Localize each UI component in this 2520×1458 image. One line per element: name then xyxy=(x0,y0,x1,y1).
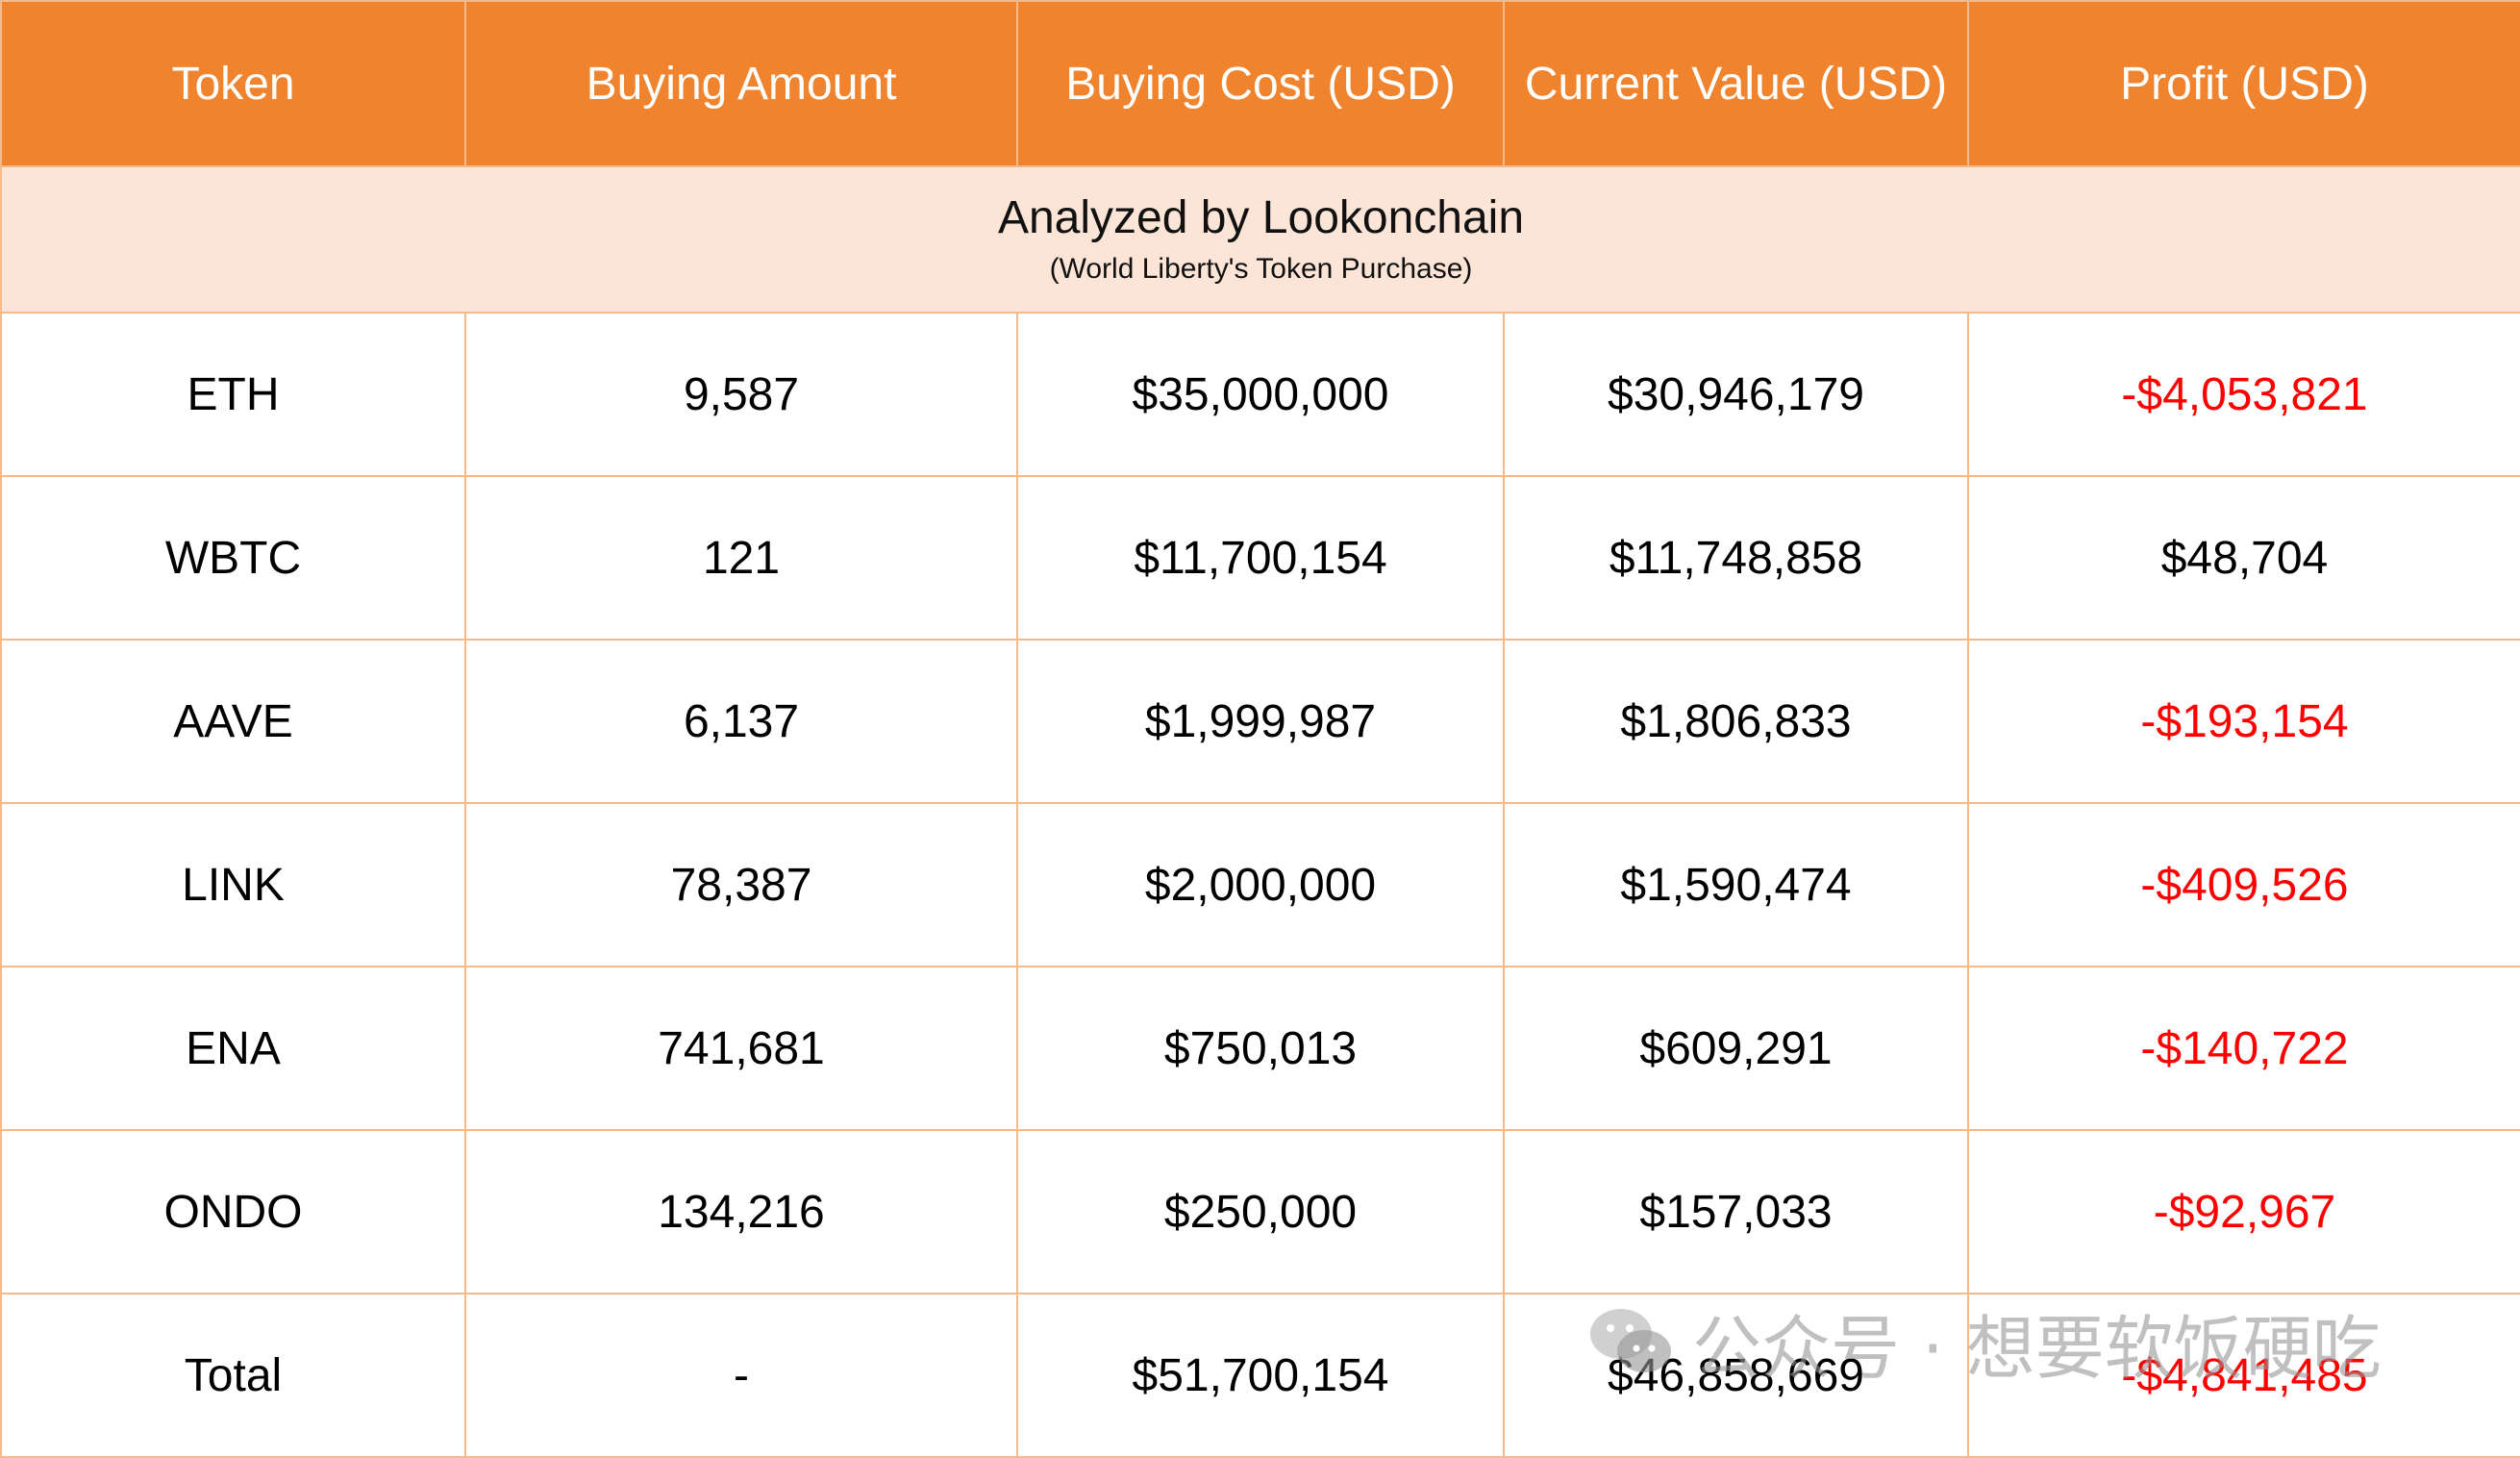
cell-profit: -$4,841,485 xyxy=(1967,1293,2520,1458)
header-buying-amount: Buying Amount xyxy=(464,0,1018,167)
header-token: Token xyxy=(0,0,466,167)
cell-buying-cost: $250,000 xyxy=(1016,1129,1505,1295)
cell-token: AAVE xyxy=(0,639,466,804)
table-row: WBTC 121 $11,700,154 $11,748,858 $48,704 xyxy=(0,475,2520,641)
cell-buying-amount: 741,681 xyxy=(464,966,1018,1131)
table-row: ONDO 134,216 $250,000 $157,033 -$92,967 xyxy=(0,1129,2520,1295)
banner-row: Analyzed by Lookonchain (World Liberty's… xyxy=(0,165,2520,314)
table-row: ETH 9,587 $35,000,000 $30,946,179 -$4,053,82… xyxy=(0,312,2520,477)
cell-profit: -$4,053,821 xyxy=(1967,312,2520,477)
cell-buying-cost: $35,000,000 xyxy=(1016,312,1505,477)
cell-token: ENA xyxy=(0,966,466,1131)
header-buying-cost: Buying Cost (USD) xyxy=(1016,0,1505,167)
cell-buying-cost: $51,700,154 xyxy=(1016,1293,1505,1458)
header-current-value: Current Value (USD) xyxy=(1503,0,1969,167)
header-profit: Profit (USD) xyxy=(1967,0,2520,167)
cell-buying-cost: $2,000,000 xyxy=(1016,802,1505,968)
banner-cell: Analyzed by Lookonchain (World Liberty's… xyxy=(0,165,2520,314)
cell-current-value: $11,748,858 xyxy=(1503,475,1969,641)
cell-token: WBTC xyxy=(0,475,466,641)
cell-buying-amount: 121 xyxy=(464,475,1018,641)
cell-profit: $48,704 xyxy=(1967,475,2520,641)
cell-current-value: $30,946,179 xyxy=(1503,312,1969,477)
cell-buying-amount: - xyxy=(464,1293,1018,1458)
cell-buying-cost: $11,700,154 xyxy=(1016,475,1505,641)
banner-title: Analyzed by Lookonchain xyxy=(997,192,1525,243)
cell-profit: -$92,967 xyxy=(1967,1129,2520,1295)
cell-current-value: $157,033 xyxy=(1503,1129,1969,1295)
cell-current-value: $1,806,833 xyxy=(1503,639,1969,804)
cell-profit: -$193,154 xyxy=(1967,639,2520,804)
cell-buying-amount: 78,387 xyxy=(464,802,1018,968)
table-row: ENA 741,681 $750,013 $609,291 -$140,722 xyxy=(0,966,2520,1131)
table-row: Total - $51,700,154 $46,858,669 -$4,841,485 xyxy=(0,1293,2520,1458)
cell-token: LINK xyxy=(0,802,466,968)
banner-subtitle: (World Liberty's Token Purchase) xyxy=(1049,253,1473,285)
cell-buying-amount: 9,587 xyxy=(464,312,1018,477)
cell-profit: -$140,722 xyxy=(1967,966,2520,1131)
cell-buying-amount: 134,216 xyxy=(464,1129,1018,1295)
cell-profit: -$409,526 xyxy=(1967,802,2520,968)
cell-buying-cost: $1,999,987 xyxy=(1016,639,1505,804)
cell-token: Total xyxy=(0,1293,466,1458)
header-row: Token Buying Amount Buying Cost (USD) Cu… xyxy=(0,0,2520,167)
cell-current-value: $609,291 xyxy=(1503,966,1969,1131)
table-row: AAVE 6,137 $1,999,987 $1,806,833 -$193,154 xyxy=(0,639,2520,804)
cell-buying-cost: $750,013 xyxy=(1016,966,1505,1131)
table-row: LINK 78,387 $2,000,000 $1,590,474 -$409,526 xyxy=(0,802,2520,968)
cell-current-value: $1,590,474 xyxy=(1503,802,1969,968)
cell-token: ETH xyxy=(0,312,466,477)
cell-buying-amount: 6,137 xyxy=(464,639,1018,804)
cell-token: ONDO xyxy=(0,1129,466,1295)
cell-current-value: $46,858,669 xyxy=(1503,1293,1969,1458)
